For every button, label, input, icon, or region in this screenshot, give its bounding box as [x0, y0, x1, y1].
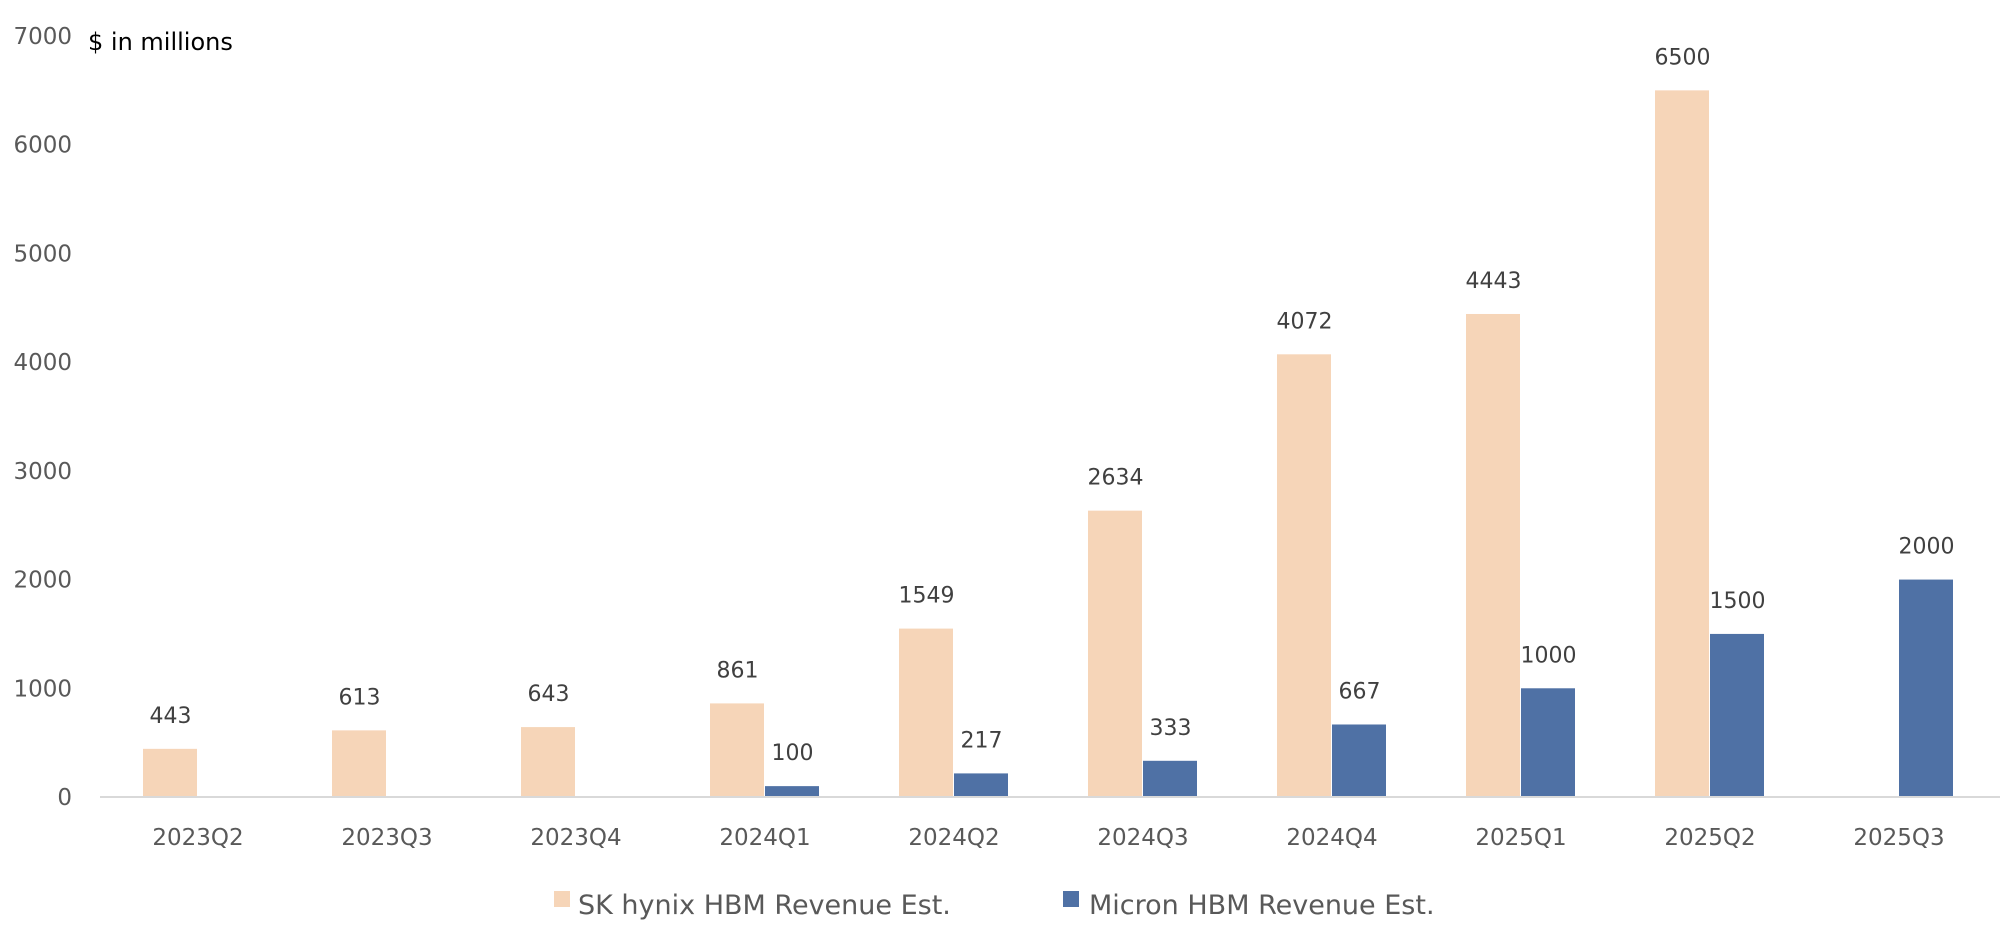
- x-tick-label: 2024Q1: [719, 825, 810, 851]
- y-tick-label: 0: [57, 785, 72, 811]
- bar-sk-hynix: [899, 628, 953, 797]
- bar-sk-hynix: [143, 748, 197, 797]
- bars: 443 613 643 861 100 1549 217 2634 333 4072 667 4443…: [143, 45, 1955, 798]
- x-tick-label: 2025Q1: [1475, 825, 1566, 851]
- bar-sk-hynix: [1655, 90, 1709, 798]
- bar-micron: [954, 773, 1008, 797]
- bar-sk-hynix: [710, 703, 764, 797]
- x-tick-label: 2023Q2: [152, 825, 243, 851]
- x-axis: 2023Q2 2023Q3 2023Q4 2024Q1 2024Q2 2024Q3 2024…: [152, 825, 1944, 851]
- x-tick-label: 2025Q3: [1853, 825, 1944, 851]
- data-label: 2634: [1088, 466, 1144, 491]
- x-tick-label: 2023Q4: [530, 825, 621, 851]
- data-label: 217: [961, 728, 1003, 753]
- legend-label-sk-hynix: SK hynix HBM Revenue Est.: [578, 890, 951, 921]
- bar-micron: [1521, 688, 1575, 797]
- data-label: 100: [772, 741, 814, 766]
- data-label: 6500: [1655, 45, 1711, 70]
- data-label: 1500: [1710, 589, 1766, 614]
- data-label: 613: [339, 685, 381, 710]
- data-label: 4072: [1277, 309, 1333, 334]
- x-tick-label: 2025Q2: [1664, 825, 1755, 851]
- legend-swatch-micron: [1063, 891, 1079, 907]
- y-tick-label: 7000: [13, 24, 72, 50]
- legend: SK hynix HBM Revenue Est. Micron HBM Rev…: [554, 890, 1435, 921]
- x-tick-label: 2023Q3: [341, 825, 432, 851]
- y-tick-label: 2000: [13, 568, 72, 594]
- data-label: 2000: [1899, 535, 1955, 560]
- bar-sk-hynix: [332, 730, 386, 797]
- x-tick-label: 2024Q3: [1097, 825, 1188, 851]
- bar-micron: [1143, 760, 1197, 797]
- y-tick-label: 6000: [13, 133, 72, 159]
- data-label: 1000: [1521, 643, 1577, 668]
- data-label: 443: [150, 704, 192, 729]
- y-tick-label: 1000: [13, 676, 72, 702]
- x-tick-label: 2024Q2: [908, 825, 999, 851]
- bar-sk-hynix: [1277, 354, 1331, 797]
- bar-micron: [1710, 633, 1764, 797]
- data-label: 333: [1150, 716, 1192, 741]
- data-label: 861: [717, 658, 759, 683]
- legend-swatch-sk-hynix: [554, 891, 570, 907]
- legend-label-micron: Micron HBM Revenue Est.: [1089, 890, 1435, 921]
- bar-micron: [765, 786, 819, 797]
- data-label: 643: [528, 682, 570, 707]
- y-tick-label: 4000: [13, 350, 72, 376]
- data-label: 4443: [1466, 269, 1522, 294]
- bar-sk-hynix: [1088, 510, 1142, 797]
- bar-micron: [1332, 724, 1386, 797]
- unit-label: $ in millions: [88, 28, 233, 56]
- bar-micron: [1899, 579, 1953, 797]
- data-label: 1549: [899, 584, 955, 609]
- x-tick-label: 2024Q4: [1286, 825, 1377, 851]
- bar-sk-hynix: [1466, 313, 1520, 797]
- y-axis: 0 1000 2000 3000 4000 5000 6000 7000: [13, 24, 72, 811]
- y-tick-label: 5000: [13, 241, 72, 267]
- bar-sk-hynix: [521, 727, 575, 797]
- y-tick-label: 3000: [13, 459, 72, 485]
- data-label: 667: [1339, 679, 1381, 704]
